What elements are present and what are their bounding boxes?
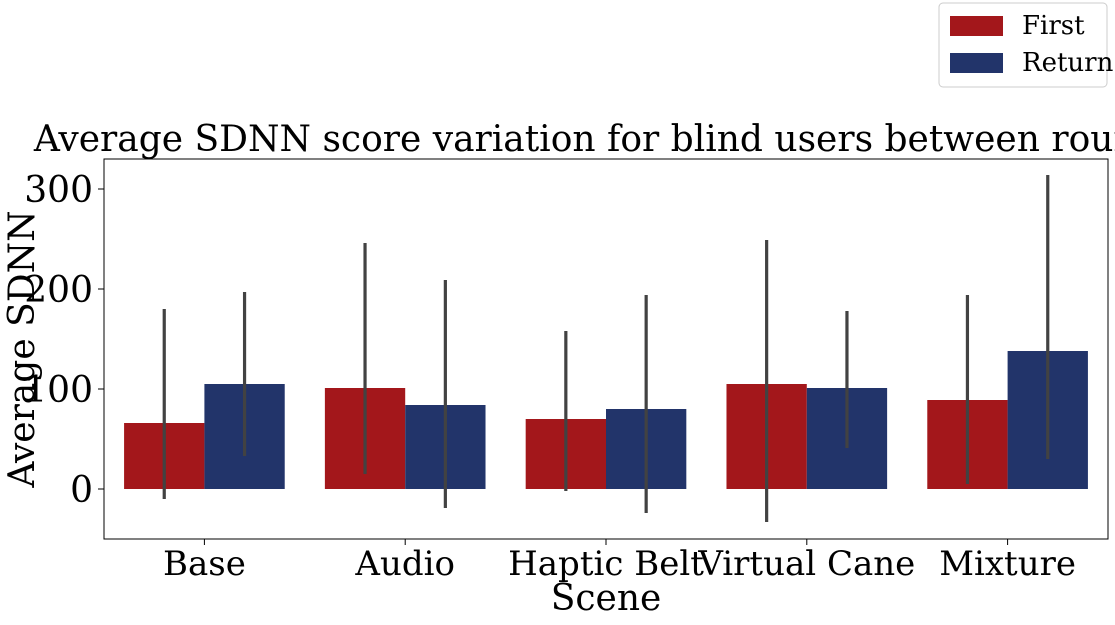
- x-axis-label: Scene: [551, 578, 662, 619]
- y-tick-label: 0: [70, 470, 93, 511]
- y-tick-label: 100: [24, 370, 93, 411]
- y-axis-label: Average SDNN: [2, 210, 43, 488]
- x-tick-label: Audio: [354, 544, 455, 584]
- legend-swatch-return: [950, 53, 1003, 73]
- x-tick-label: Mixture: [939, 544, 1076, 584]
- x-tick-label: Base: [163, 544, 246, 584]
- legend-label-first: First: [1022, 11, 1085, 41]
- x-tick-label: Haptic Belt: [508, 544, 704, 584]
- error-bars: [162, 175, 1050, 522]
- y-tick-label: 200: [24, 270, 93, 311]
- chart-title: Average SDNN score variation for blind u…: [33, 119, 1115, 160]
- y-tick-label: 300: [24, 170, 93, 211]
- legend-swatch-first: [950, 16, 1003, 36]
- bars: [124, 351, 1088, 489]
- x-tick-label: Virtual Cane: [697, 544, 915, 584]
- legend: First Return: [938, 2, 1114, 88]
- legend-label-return: Return: [1022, 48, 1114, 78]
